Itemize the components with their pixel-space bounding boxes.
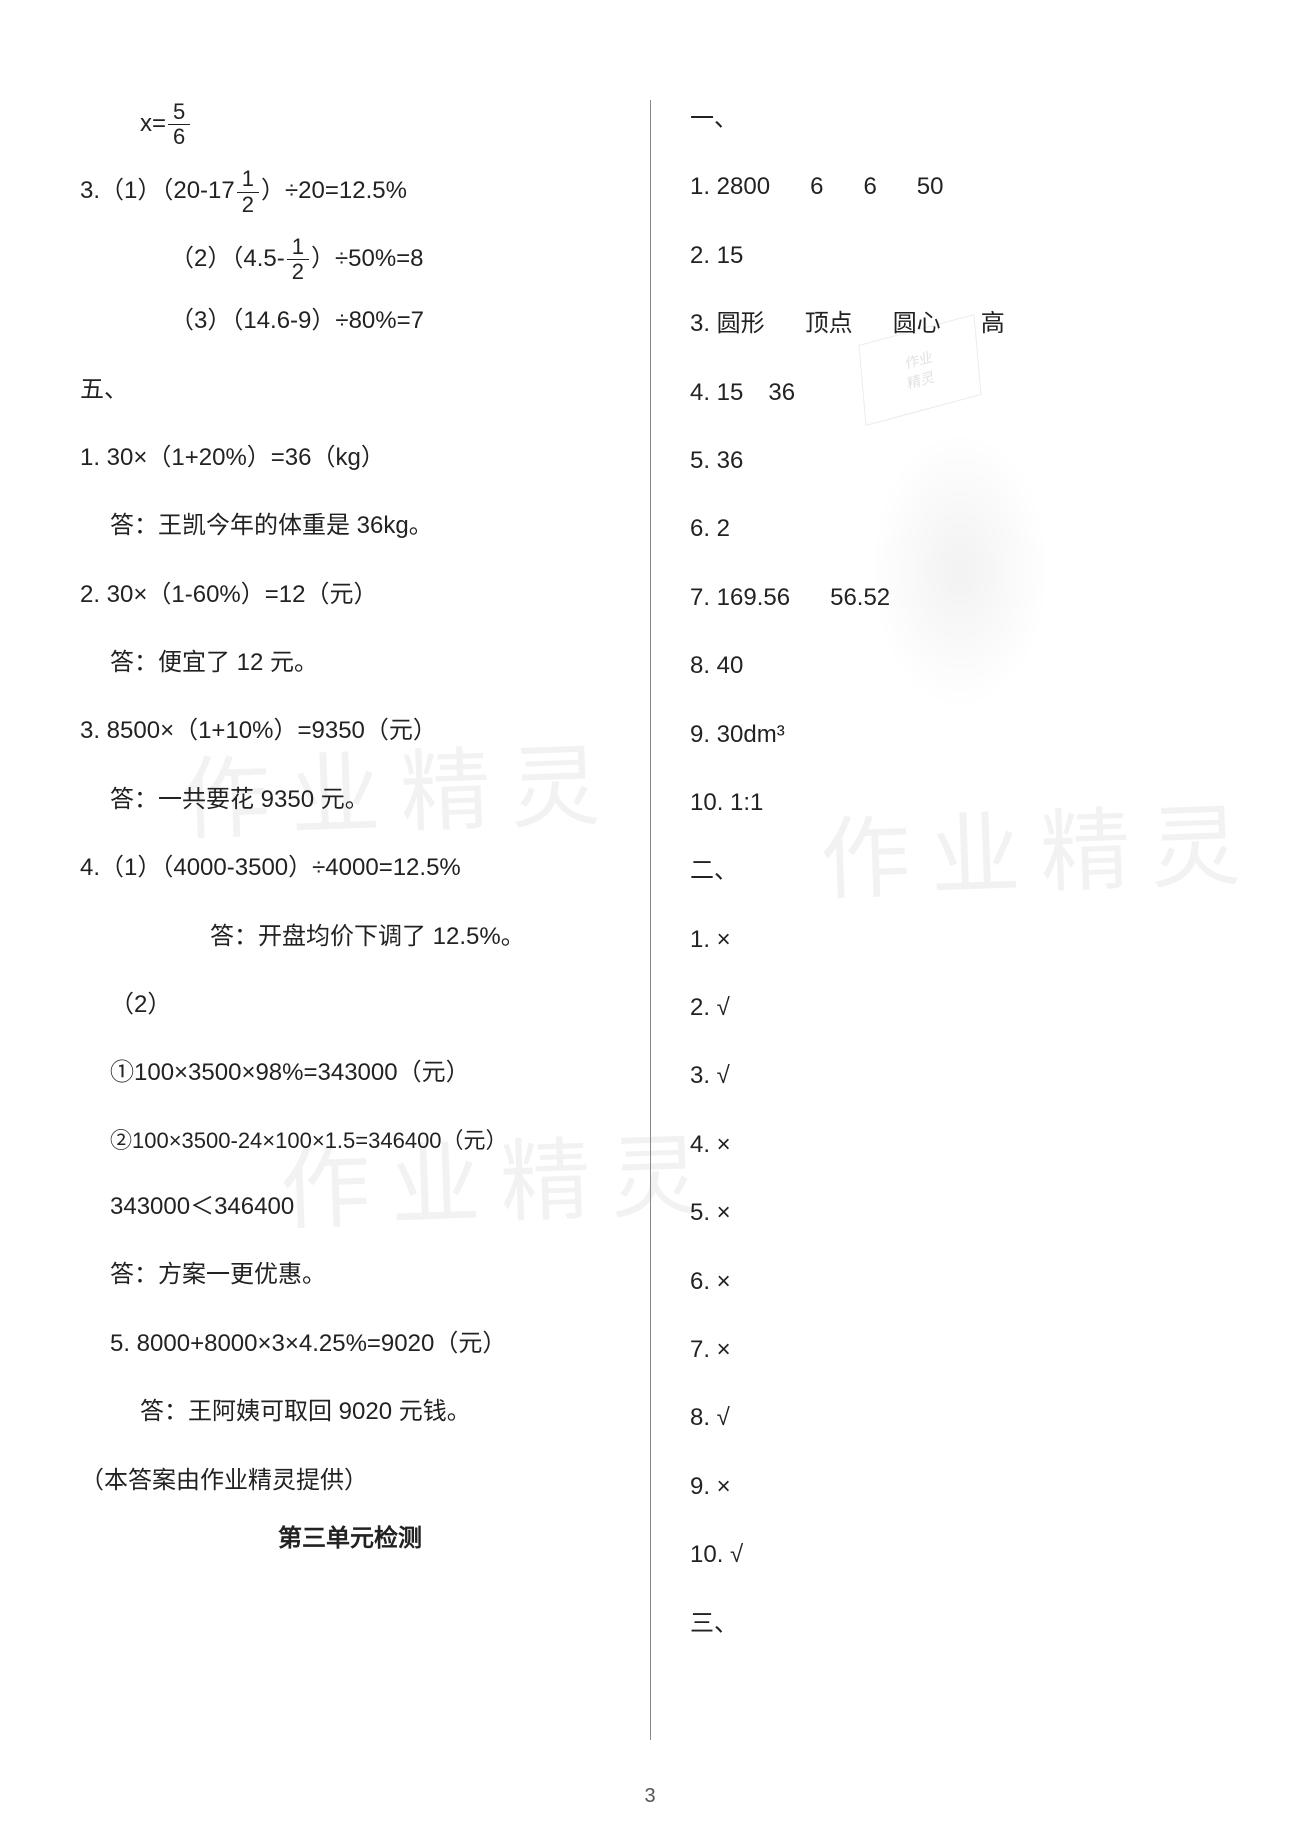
r1-7-b: 56.52 [830,584,890,611]
q5-4-2: （2） [80,986,620,1024]
r1-4-a: 4. 15 [690,379,743,406]
r1-7: 7. 169.56 56.52 [690,579,1220,617]
q5-4-2-ans: 答：方案一更优惠。 [80,1256,620,1294]
r1-4-b: 36 [768,379,795,406]
r1-1-d: 50 [917,173,944,200]
r2-3: 3. √ [690,1057,1220,1095]
q3-1-a: 3.（1）（20-17 [80,177,235,204]
section-5: 五、 [80,371,620,409]
fraction-den: 6 [168,125,190,149]
eq-x-fraction: x=56 [80,100,620,149]
q3-3: （3）（14.6-9）÷80%=7 [80,302,620,340]
r1-5: 5. 36 [690,442,1220,480]
r2-10: 10. √ [690,1536,1220,1574]
q5-4-1: 4.（1）（4000-3500）÷4000=12.5% [80,849,620,887]
q5-3-ans: 答：一共要花 9350 元。 [80,781,620,819]
r2-2: 2. √ [690,989,1220,1027]
r1-4: 4. 15 36 [690,374,1220,412]
fraction-den: 2 [287,260,309,284]
r2-4: 4. × [690,1126,1220,1164]
r1-7-a: 7. 169.56 [690,584,790,611]
q3-1-b: ）÷20=12.5% [261,177,407,204]
q3-2-b: ）÷50%=8 [311,245,424,272]
section-1: 一、 [690,100,1220,138]
q5-4-2b: ②100×3500-24×100×1.5=346400（元） [80,1123,620,1158]
r1-1-c: 6 [863,173,876,200]
q3-2: （2）（4.5-12）÷50%=8 [80,235,620,284]
page-columns: x=56 3.（1）（20-1712）÷20=12.5% （2）（4.5-12）… [80,100,1220,1740]
q5-4-1-ans: 答：开盘均价下调了 12.5%。 [80,918,620,956]
fraction: 56 [168,100,190,149]
r1-3: 3. 圆形 顶点 圆心 高 [690,305,1220,343]
fraction-den: 2 [237,193,259,217]
credit: （本答案由作业精灵提供） [80,1462,620,1500]
r2-7: 7. × [690,1331,1220,1369]
q5-1: 1. 30×（1+20%）=36（kg） [80,439,620,477]
fraction-num: 1 [287,235,309,260]
q5-1-ans: 答：王凯今年的体重是 36kg。 [80,507,620,545]
unit-title: 第三单元检测 [80,1520,620,1558]
r1-9: 9. 30dm³ [690,716,1220,754]
q5-2-ans: 答：便宜了 12 元。 [80,644,620,682]
r1-3-c: 圆心 [893,310,941,337]
r1-3-b: 顶点 [805,310,853,337]
r2-5: 5. × [690,1194,1220,1232]
fraction-num: 5 [168,100,190,125]
section-2: 二、 [690,852,1220,890]
fraction-num: 1 [237,167,259,192]
q3-2-a: （2）（4.5- [170,245,285,272]
q5-5: 5. 8000+8000×3×4.25%=9020（元） [80,1325,620,1363]
r1-1-b: 6 [810,173,823,200]
r1-10: 10. 1:1 [690,784,1220,822]
fraction: 12 [237,167,259,216]
column-divider [650,100,651,1740]
r1-3-d: 高 [981,310,1005,337]
page-number: 3 [644,1785,655,1808]
eq-x-prefix: x= [140,110,166,137]
r1-6: 6. 2 [690,510,1220,548]
q5-4-2a: ①100×3500×98%=343000（元） [80,1054,620,1092]
r1-3-a: 3. 圆形 [690,310,765,337]
q5-5-ans: 答：王阿姨可取回 9020 元钱。 [80,1393,620,1431]
q5-3: 3. 8500×（1+10%）=9350（元） [80,712,620,750]
r1-1-a: 1. 2800 [690,173,770,200]
q5-4-2c: 343000＜346400 [80,1188,620,1226]
fraction: 12 [287,235,309,284]
section-3: 三、 [690,1605,1220,1643]
left-column: x=56 3.（1）（20-1712）÷20=12.5% （2）（4.5-12）… [80,100,650,1740]
r2-8: 8. √ [690,1399,1220,1437]
r2-6: 6. × [690,1263,1220,1301]
q3-1: 3.（1）（20-1712）÷20=12.5% [80,167,620,216]
r2-9: 9. × [690,1468,1220,1506]
q5-2: 2. 30×（1-60%）=12（元） [80,576,620,614]
right-column: 一、 1. 28006650 2. 15 3. 圆形顶点圆心高 4. 1536 … [650,100,1220,1740]
r1-1: 1. 2800 6 6 50 [690,168,1220,206]
r1-8: 8. 40 [690,647,1220,685]
r1-2: 2. 15 [690,237,1220,275]
r2-1: 1. × [690,921,1220,959]
